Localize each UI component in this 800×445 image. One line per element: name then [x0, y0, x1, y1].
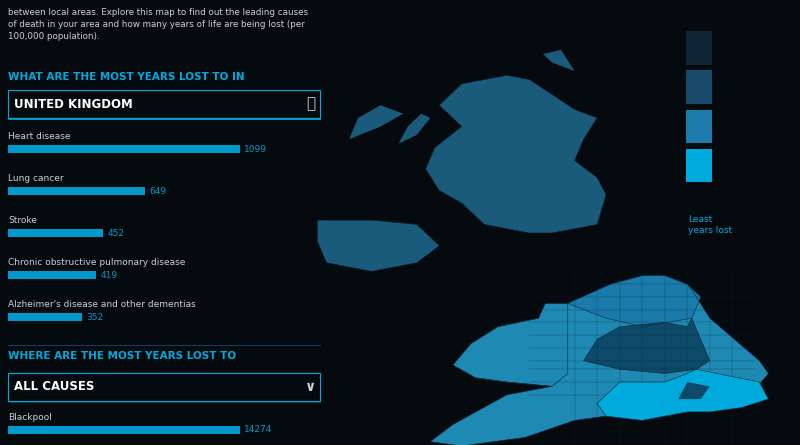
Bar: [8, 145, 240, 153]
Text: WHERE ARE THE MOST YEARS LOST TO: WHERE ARE THE MOST YEARS LOST TO: [8, 351, 236, 361]
Bar: [686, 109, 712, 143]
Text: 649: 649: [149, 186, 166, 195]
Text: ∨: ∨: [305, 380, 316, 394]
Bar: [686, 31, 712, 65]
Text: 1099: 1099: [244, 145, 267, 154]
Text: between local areas. Explore this map to find out the leading causes
of death in: between local areas. Explore this map to…: [8, 8, 308, 40]
Bar: [686, 149, 712, 182]
Polygon shape: [583, 318, 710, 373]
Bar: [8, 313, 82, 321]
Text: Least
years lost: Least years lost: [688, 215, 732, 235]
Bar: [8, 271, 97, 279]
Text: ⌕: ⌕: [306, 97, 315, 112]
Text: ALL CAUSES: ALL CAUSES: [14, 380, 94, 393]
Bar: [8, 426, 240, 434]
Text: Lung cancer: Lung cancer: [8, 174, 64, 183]
Bar: [8, 373, 320, 401]
Polygon shape: [349, 105, 403, 139]
Polygon shape: [318, 220, 439, 271]
Polygon shape: [678, 382, 710, 399]
Text: Heart disease: Heart disease: [8, 132, 70, 141]
Polygon shape: [398, 113, 430, 143]
Text: UNITED KINGDOM: UNITED KINGDOM: [14, 97, 133, 110]
Polygon shape: [426, 75, 606, 233]
Bar: [686, 70, 712, 104]
Text: 352: 352: [86, 312, 103, 321]
Text: 419: 419: [101, 271, 118, 279]
Polygon shape: [430, 275, 769, 445]
Text: 14274: 14274: [244, 425, 272, 434]
Text: Alzheimer's disease and other dementias: Alzheimer's disease and other dementias: [8, 300, 196, 309]
Text: 452: 452: [107, 228, 125, 238]
Bar: [8, 187, 145, 195]
Text: Chronic obstructive pulmonary disease: Chronic obstructive pulmonary disease: [8, 258, 186, 267]
Text: Blackpool: Blackpool: [8, 413, 52, 422]
Bar: [8, 90, 320, 118]
Polygon shape: [453, 303, 568, 386]
Polygon shape: [568, 275, 701, 327]
Polygon shape: [597, 369, 769, 421]
Text: WHAT ARE THE MOST YEARS LOST TO IN: WHAT ARE THE MOST YEARS LOST TO IN: [8, 72, 245, 82]
Polygon shape: [543, 50, 574, 71]
Text: Stroke: Stroke: [8, 216, 37, 225]
Bar: [8, 229, 103, 237]
